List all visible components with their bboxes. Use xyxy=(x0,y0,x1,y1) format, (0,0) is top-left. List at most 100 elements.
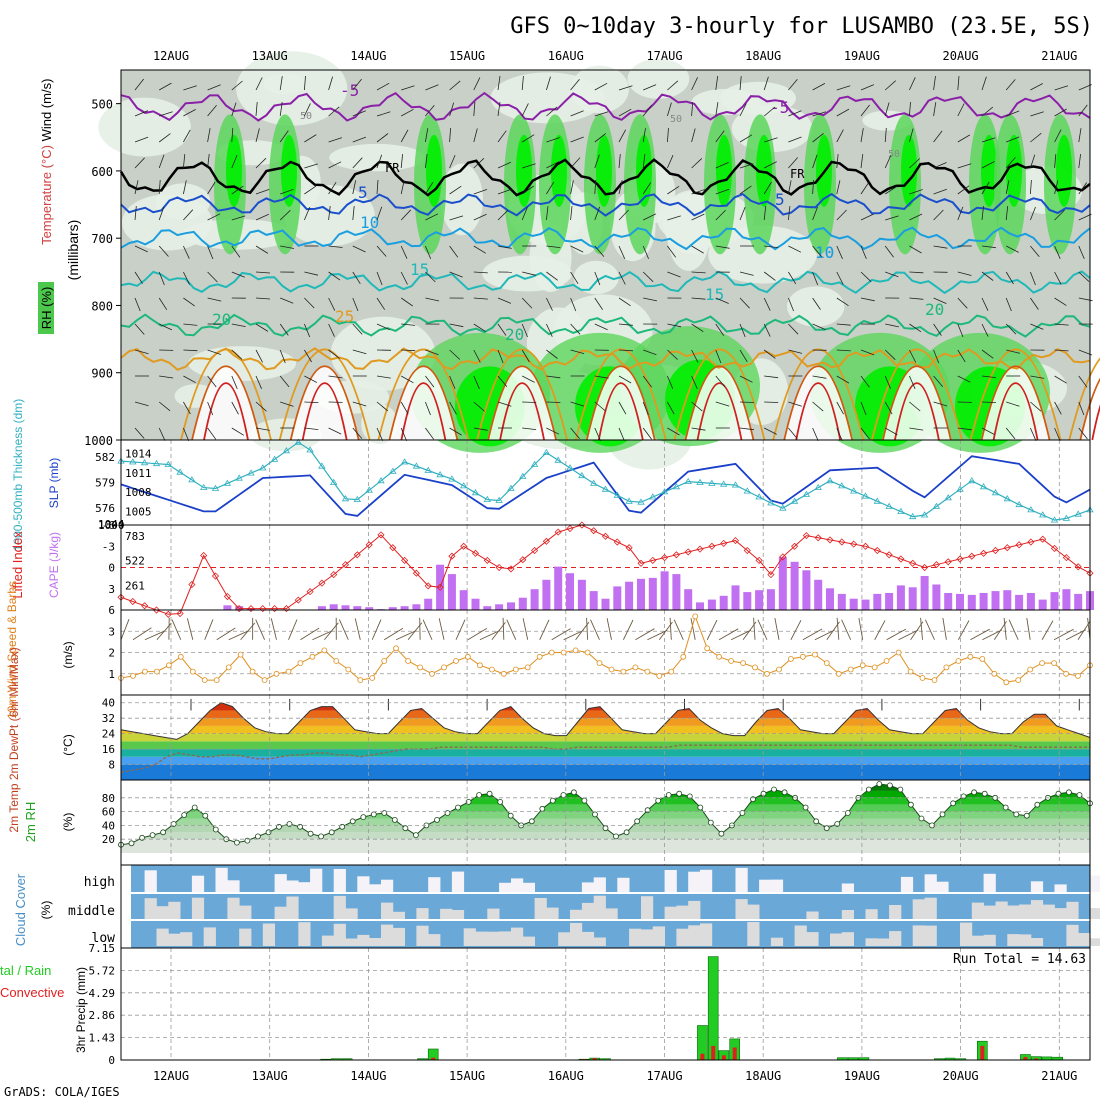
wind-barb xyxy=(884,80,896,91)
wind-speed-point xyxy=(800,653,806,660)
cape-bar xyxy=(932,584,941,610)
wind-barb xyxy=(473,401,485,412)
wind-barb xyxy=(328,137,343,143)
isotherm-surface xyxy=(980,365,1051,441)
temp2m-panel: 8 16 24 32 40 xyxy=(102,694,1091,781)
wind-barb xyxy=(1078,128,1082,143)
lifted-index-point xyxy=(483,556,491,564)
isotherm-surface xyxy=(180,348,272,441)
wind-barb xyxy=(642,128,646,143)
wind-barb xyxy=(231,271,245,278)
cloud-cell xyxy=(983,934,996,946)
wind-barb xyxy=(204,619,214,640)
cloud-cell xyxy=(830,933,843,946)
wind-speed-point xyxy=(764,670,770,677)
wind-barb xyxy=(158,297,168,311)
wind-barb xyxy=(352,323,363,335)
wind-barb xyxy=(570,245,584,253)
rh-point xyxy=(876,781,883,787)
wind-barb xyxy=(425,104,435,117)
wind-barb xyxy=(216,627,236,641)
cloud-cell xyxy=(1090,908,1100,919)
rh-contour-label: 50 xyxy=(670,114,682,125)
cloud-cell xyxy=(1054,908,1067,919)
wind-barb xyxy=(207,297,222,302)
contour-label: 5 xyxy=(358,183,368,202)
wind-barb xyxy=(570,297,577,312)
wind-speed-point xyxy=(165,662,172,669)
cloud-cell xyxy=(440,908,453,919)
isotherm-surface xyxy=(696,382,743,441)
wind-barb xyxy=(757,619,768,640)
wind-barb xyxy=(667,401,675,415)
wind-speed-point xyxy=(1075,673,1081,679)
rh-point xyxy=(507,812,514,819)
wind-speed-point xyxy=(333,658,340,664)
lifted-index-point xyxy=(412,569,420,577)
ytick-label: 1008 xyxy=(125,486,152,499)
lifted-index-point xyxy=(531,546,539,555)
wind-barb xyxy=(455,619,466,640)
cloud-cell xyxy=(144,870,157,892)
wind-barb xyxy=(376,111,391,117)
wind-barb xyxy=(667,215,681,221)
cloud-cell xyxy=(156,906,169,919)
wind-barb xyxy=(981,206,984,221)
wind-barb xyxy=(255,101,258,117)
wind-barb xyxy=(1054,427,1061,442)
cloud-cell xyxy=(144,898,157,919)
lifted-index-point xyxy=(223,592,231,601)
wind-barb xyxy=(134,349,149,355)
rh-legend-swatch xyxy=(38,282,54,334)
rh-point xyxy=(908,801,914,808)
isotherm-surface xyxy=(388,365,459,441)
panel-label-cloud-units: (%) xyxy=(39,901,53,920)
cape-bar xyxy=(920,576,929,610)
thickness-point xyxy=(259,464,267,471)
wind-barb xyxy=(134,401,149,407)
wind-barb xyxy=(933,323,942,336)
wind-barb xyxy=(376,323,390,331)
cloud-cell xyxy=(1019,904,1032,919)
wind-barb xyxy=(183,109,196,117)
wind-speed-point xyxy=(369,675,376,681)
rh-saturated-region xyxy=(281,134,297,207)
wind-barb xyxy=(120,619,130,640)
wind-barb xyxy=(884,186,898,195)
ytick-label: 40 xyxy=(102,819,115,832)
wind-barb xyxy=(255,77,263,91)
wind-barb xyxy=(158,271,165,286)
wind-barb xyxy=(763,206,767,221)
wind-barb xyxy=(280,297,294,304)
wind-barb xyxy=(328,271,341,281)
wind-barb xyxy=(594,154,600,169)
wind-speed-point xyxy=(285,668,292,675)
date-label-bottom: 19AUG xyxy=(844,1069,880,1083)
ytick-label: 1000 xyxy=(84,434,113,448)
cape-bar xyxy=(424,598,433,610)
wind-barb xyxy=(836,323,851,326)
ytick-label: 576 xyxy=(95,502,115,515)
rh-point xyxy=(1066,789,1072,796)
wind-barb xyxy=(836,297,849,307)
wind-speed-point xyxy=(907,668,914,675)
thickness-point xyxy=(743,487,752,494)
wind-speed-point xyxy=(524,664,531,671)
wind-barb xyxy=(1005,323,1017,335)
ytick-label: 4.29 xyxy=(89,987,116,1000)
wind-barb xyxy=(594,82,608,91)
cloud-cell xyxy=(487,931,500,946)
panel-frame xyxy=(120,439,1091,526)
wind-barb xyxy=(691,271,706,274)
thickness-point xyxy=(1027,506,1035,513)
lifted-index-point xyxy=(637,559,645,567)
wind-speed-point xyxy=(692,613,699,620)
rh-dry-region xyxy=(691,88,760,116)
wind-barb xyxy=(425,128,429,143)
wind-barb xyxy=(376,245,387,257)
wind-barb xyxy=(400,271,408,285)
isotherm-surface xyxy=(673,348,766,441)
lifted-index-point xyxy=(247,605,255,613)
rh-point xyxy=(191,804,198,811)
